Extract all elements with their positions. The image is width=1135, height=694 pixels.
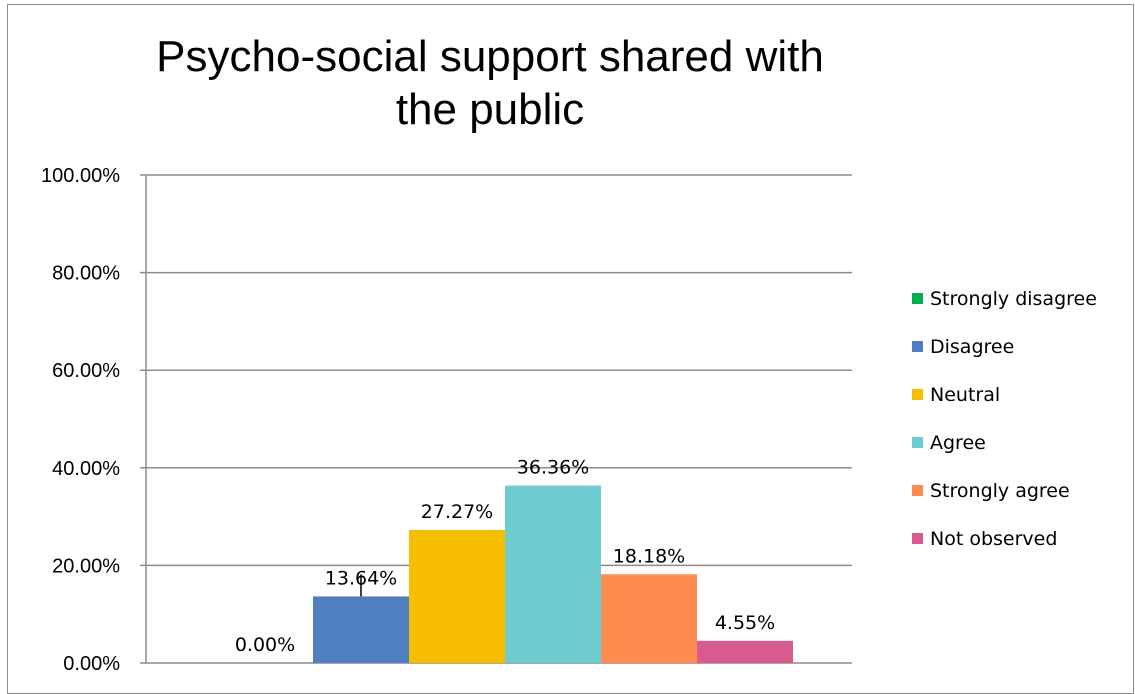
y-tick-label: 80.00% xyxy=(52,263,120,285)
bar xyxy=(313,596,409,663)
y-tick-label: 100.00% xyxy=(41,165,120,187)
legend-label: Disagree xyxy=(930,336,1014,358)
bar xyxy=(697,640,793,663)
legend-swatch xyxy=(912,293,923,304)
y-tick-label: 40.00% xyxy=(52,458,120,480)
legend-swatch xyxy=(912,437,923,448)
legend-label: Neutral xyxy=(930,384,1000,406)
bar xyxy=(601,574,697,663)
legend-swatch xyxy=(912,485,923,496)
chart-title: Psycho-social support shared with the pu… xyxy=(156,32,824,134)
legend-label: Strongly disagree xyxy=(930,288,1097,310)
legend-swatch xyxy=(912,389,923,400)
y-tick-label: 20.00% xyxy=(52,555,120,577)
data-label: 18.18% xyxy=(613,545,685,567)
legend-swatch xyxy=(912,341,923,352)
legend-label: Agree xyxy=(930,432,986,454)
legend-label: Not observed xyxy=(930,528,1057,550)
data-labels: 0.00%13.64%27.27%36.36%18.18%4.55% xyxy=(235,457,775,656)
legend-swatch xyxy=(912,533,923,544)
legend: Strongly disagree Disagree Neutral Agree Str… xyxy=(912,288,1097,550)
y-tick-label: 60.00% xyxy=(52,360,120,382)
data-label: 36.36% xyxy=(517,457,589,479)
legend-label: Strongly agree xyxy=(930,480,1070,502)
y-tick-label: 0.00% xyxy=(63,653,120,675)
data-label: 27.27% xyxy=(421,501,493,523)
bar xyxy=(409,529,505,663)
y-axis-ticks: 0.00% 20.00% 40.00% 60.00% 80.00% 100.00% xyxy=(41,165,120,675)
bar xyxy=(505,485,601,663)
data-label: 4.55% xyxy=(715,612,775,634)
data-label: 0.00% xyxy=(235,634,295,656)
bars xyxy=(313,485,793,663)
